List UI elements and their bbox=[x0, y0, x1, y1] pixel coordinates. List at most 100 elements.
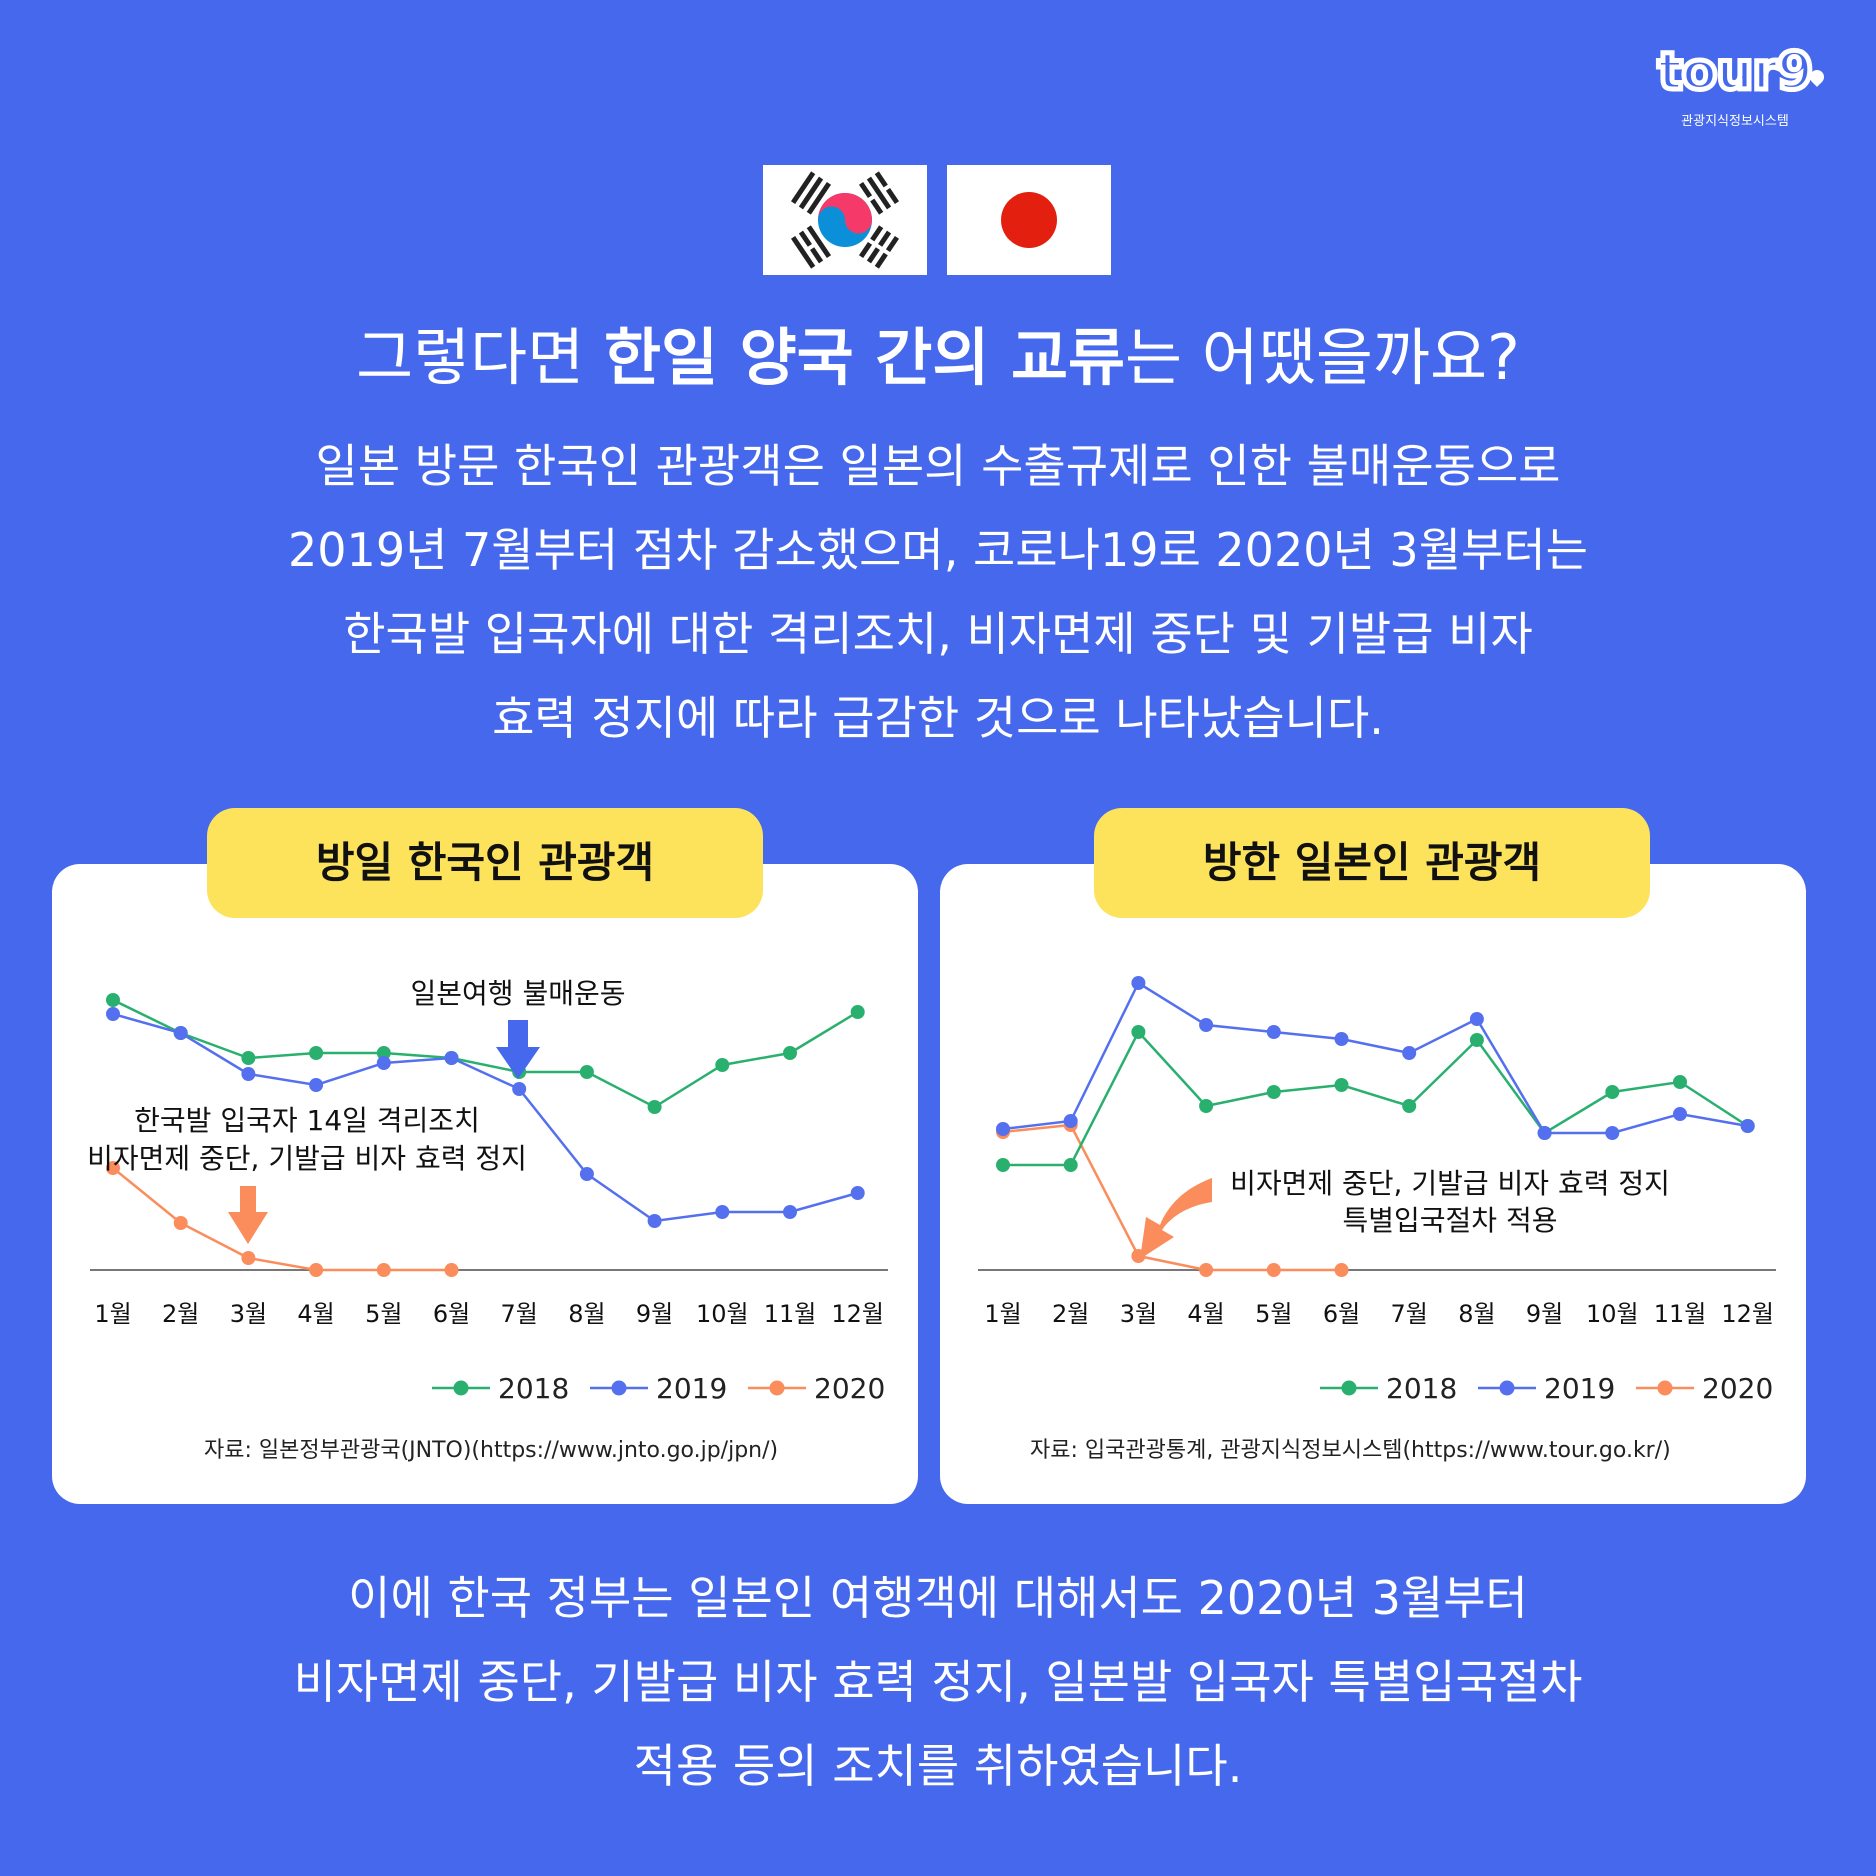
data-point bbox=[376, 1046, 391, 1060]
data-point bbox=[647, 1214, 662, 1228]
data-point bbox=[850, 1005, 865, 1019]
svg-text:2020: 2020 bbox=[1702, 1372, 1773, 1405]
data-point bbox=[996, 1122, 1010, 1136]
data-point bbox=[512, 1082, 527, 1096]
data-point bbox=[1402, 1046, 1417, 1060]
legend: 2018 2019 2020 bbox=[432, 1372, 885, 1405]
data-point bbox=[309, 1046, 324, 1060]
data-point bbox=[241, 1067, 256, 1081]
svg-text:2020: 2020 bbox=[814, 1372, 885, 1405]
legend-item-2020: 2020 bbox=[1636, 1372, 1773, 1405]
series-2018 bbox=[106, 993, 865, 1114]
legend-item-2019: 2019 bbox=[1478, 1372, 1615, 1405]
data-point bbox=[106, 993, 120, 1007]
title-emphasis: 한일 양국 간의 교류 bbox=[603, 321, 1126, 394]
annotation-visa-line2: 특별입국절차 적용 bbox=[1343, 1204, 1558, 1237]
x-tick-label: 9월 bbox=[636, 1300, 673, 1328]
x-tick-label: 11월 bbox=[1654, 1300, 1707, 1328]
data-point bbox=[241, 1051, 256, 1065]
data-point bbox=[783, 1046, 797, 1060]
data-point bbox=[1605, 1085, 1620, 1099]
data-point bbox=[850, 1186, 865, 1200]
legend-marker-icon bbox=[453, 1380, 469, 1396]
data-point bbox=[241, 1251, 256, 1265]
x-tick-label: 3월 bbox=[1120, 1300, 1157, 1328]
x-tick-label: 4월 bbox=[1187, 1300, 1224, 1328]
data-point bbox=[1199, 1263, 1214, 1277]
legend-marker-icon bbox=[1657, 1380, 1673, 1396]
data-point bbox=[173, 1026, 188, 1040]
data-point bbox=[1673, 1107, 1687, 1121]
data-point bbox=[1469, 1012, 1484, 1026]
data-point bbox=[376, 1263, 391, 1277]
source-note: 자료: 일본정부관광국(JNTO)(https://www.jnto.go.jp… bbox=[204, 1438, 778, 1463]
legend-item-2019: 2019 bbox=[590, 1372, 727, 1405]
data-point bbox=[309, 1263, 324, 1277]
legend-marker-icon bbox=[769, 1380, 785, 1396]
chart-title-left: 방일 한국인 관광객 bbox=[207, 808, 763, 918]
data-point bbox=[1537, 1126, 1552, 1140]
japan-flag-icon bbox=[947, 165, 1111, 275]
x-tick-label: 2월 bbox=[1052, 1300, 1089, 1328]
data-point bbox=[783, 1205, 797, 1219]
chart-title-right: 방한 일본인 관광객 bbox=[1094, 808, 1650, 918]
data-point bbox=[106, 1007, 120, 1021]
x-tick-label: 12월 bbox=[831, 1300, 884, 1328]
legend-marker-icon bbox=[1341, 1380, 1357, 1396]
x-tick-label: 6월 bbox=[1323, 1300, 1360, 1328]
data-point bbox=[1740, 1119, 1755, 1133]
data-point bbox=[1266, 1263, 1281, 1277]
svg-text:2019: 2019 bbox=[656, 1372, 727, 1405]
data-point bbox=[1605, 1126, 1620, 1140]
outro-paragraph: 이에 한국 정부는 일본인 여행객에 대해서도 2020년 3월부터 비자면제 … bbox=[293, 1571, 1583, 1793]
data-point bbox=[1334, 1032, 1349, 1046]
svg-text:2018: 2018 bbox=[1386, 1372, 1457, 1405]
x-tick-label: 5월 bbox=[1255, 1300, 1292, 1328]
series-2020 bbox=[106, 1161, 459, 1277]
series-2019 bbox=[106, 1007, 865, 1228]
curved-arrow-icon bbox=[1140, 1178, 1212, 1259]
logo-subtitle: 관광지식정보시스템 bbox=[1681, 114, 1789, 129]
down-arrow-icon bbox=[228, 1186, 268, 1244]
x-tick-labels: 1월 2월 3월 4월 5월 6월 7월 8월 9월 10월 11월 12월 bbox=[984, 1300, 1774, 1328]
x-tick-label: 4월 bbox=[297, 1300, 334, 1328]
data-point bbox=[996, 1158, 1010, 1172]
data-point bbox=[579, 1167, 594, 1181]
x-tick-label: 11월 bbox=[764, 1300, 817, 1328]
flags bbox=[763, 165, 1111, 275]
data-point bbox=[1131, 976, 1146, 990]
x-tick-label: 6월 bbox=[433, 1300, 470, 1328]
data-point bbox=[1469, 1033, 1484, 1047]
data-point bbox=[579, 1065, 594, 1079]
chart-card-japanese-to-korea bbox=[940, 864, 1806, 1504]
x-tick-label: 8월 bbox=[1458, 1300, 1495, 1328]
source-note: 자료: 입국관광통계, 관광지식정보시스템(https://www.tour.g… bbox=[1030, 1438, 1671, 1463]
data-point bbox=[1063, 1158, 1078, 1172]
data-point bbox=[1063, 1114, 1078, 1128]
x-tick-label: 5월 bbox=[365, 1300, 402, 1328]
data-point bbox=[309, 1078, 324, 1092]
legend-item-2018: 2018 bbox=[432, 1372, 569, 1405]
data-point bbox=[1266, 1085, 1281, 1099]
svg-text:2018: 2018 bbox=[498, 1372, 569, 1405]
annotation-boycott: 일본여행 불매운동 bbox=[411, 977, 626, 1010]
chart-card-korean-to-japan bbox=[52, 864, 918, 1504]
x-tick-label: 1월 bbox=[94, 1300, 131, 1328]
legend-item-2020: 2020 bbox=[748, 1372, 885, 1405]
data-point bbox=[376, 1056, 391, 1070]
down-arrow-icon bbox=[496, 1020, 540, 1079]
data-point bbox=[715, 1058, 730, 1072]
x-tick-label: 10월 bbox=[696, 1300, 749, 1328]
x-tick-label: 2월 bbox=[162, 1300, 199, 1328]
intro-paragraph: 일본 방문 한국인 관광객은 일본의 수출규제로 인한 불매운동으로 2019년… bbox=[288, 439, 1588, 745]
x-tick-label: 9월 bbox=[1526, 1300, 1563, 1328]
svg-text:2019: 2019 bbox=[1544, 1372, 1615, 1405]
x-tick-label: 1월 bbox=[984, 1300, 1021, 1328]
data-point bbox=[173, 1216, 188, 1230]
korea-flag-icon bbox=[763, 165, 927, 275]
data-point bbox=[1199, 1099, 1214, 1113]
x-tick-label: 8월 bbox=[568, 1300, 605, 1328]
data-point bbox=[1266, 1025, 1281, 1039]
left-line-chart: 1월 2월 3월 4월 5월 6월 7월 8월 9월 10월 11월 12월 일본여행 불매운동 한국… bbox=[87, 977, 888, 1463]
data-point bbox=[444, 1051, 459, 1065]
